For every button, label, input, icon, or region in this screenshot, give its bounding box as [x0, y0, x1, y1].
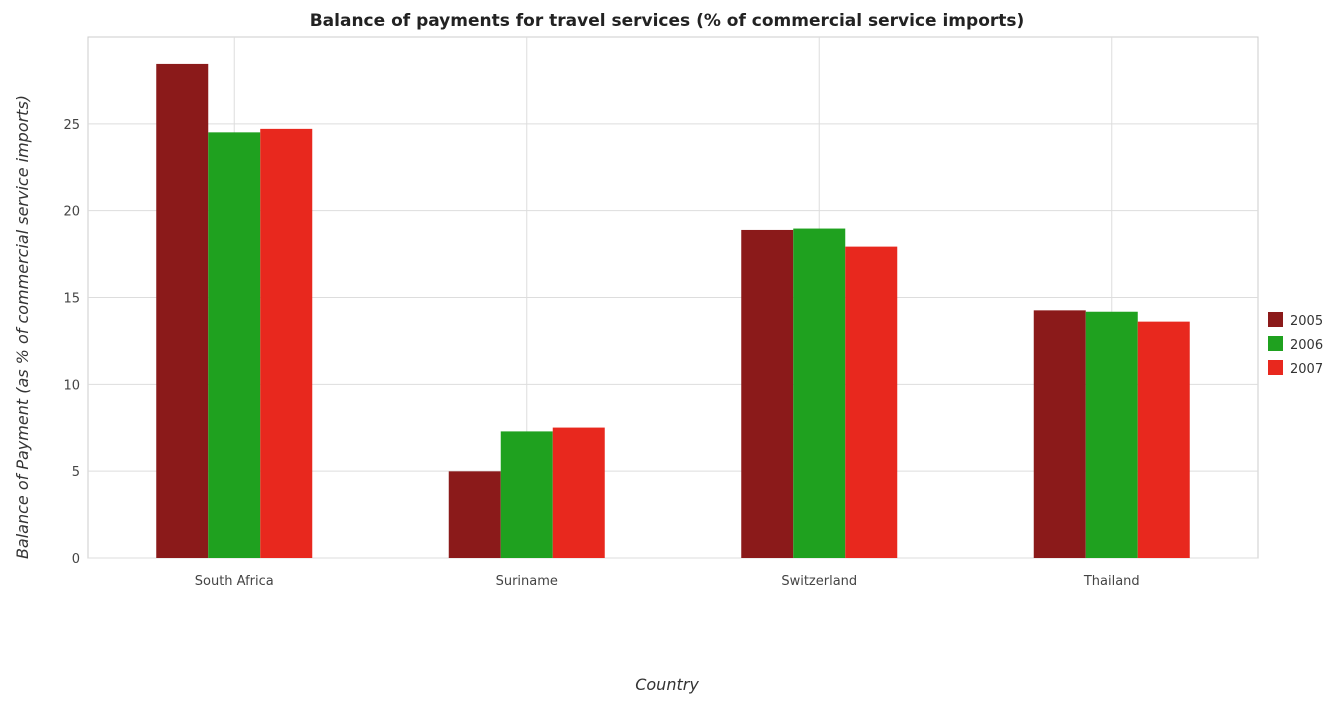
legend: 2005 2006 2007 [1268, 312, 1323, 377]
y-tick-label: 25 [63, 118, 80, 133]
x-tick-label: South Africa [195, 574, 274, 589]
y-axis-label: Balance of Payment (as % of commercial s… [13, 95, 32, 559]
bar-2005-suriname [448, 471, 501, 558]
bar-2007-switzerland [845, 246, 898, 558]
legend-swatch [1268, 336, 1283, 351]
bar-2006-suriname [500, 431, 553, 558]
legend-swatch [1268, 312, 1283, 327]
y-tick-label: 5 [72, 465, 80, 480]
bar-2007-thailand [1137, 321, 1190, 558]
legend-label: 2005 [1290, 314, 1323, 329]
axes: 0 5 10 15 20 25 South Africa Suriname Switzerlan… [63, 118, 1139, 589]
bars [156, 63, 1190, 559]
bar-2005-south-africa [156, 63, 209, 558]
x-axis-label: Country [635, 675, 699, 694]
bar-2007-suriname [552, 427, 605, 558]
chart-title: Balance of payments for travel services … [310, 11, 1025, 31]
legend-label: 2006 [1290, 338, 1323, 353]
bar-2006-thailand [1085, 311, 1138, 558]
legend-label: 2007 [1290, 362, 1323, 377]
bar-2005-switzerland [741, 229, 794, 558]
bar-2007-south-africa [260, 128, 313, 558]
y-tick-label: 20 [63, 205, 80, 220]
bar-2005-thailand [1033, 310, 1086, 558]
x-tick-label: Suriname [496, 574, 558, 589]
x-tick-label: Switzerland [781, 574, 857, 589]
y-tick-label: 10 [63, 378, 80, 393]
x-tick-label: Thailand [1083, 574, 1140, 589]
y-tick-label: 15 [63, 292, 80, 307]
bar-2006-south-africa [208, 132, 261, 558]
legend-swatch [1268, 360, 1283, 375]
bar-2006-switzerland [793, 228, 846, 559]
y-tick-label: 0 [72, 552, 80, 567]
